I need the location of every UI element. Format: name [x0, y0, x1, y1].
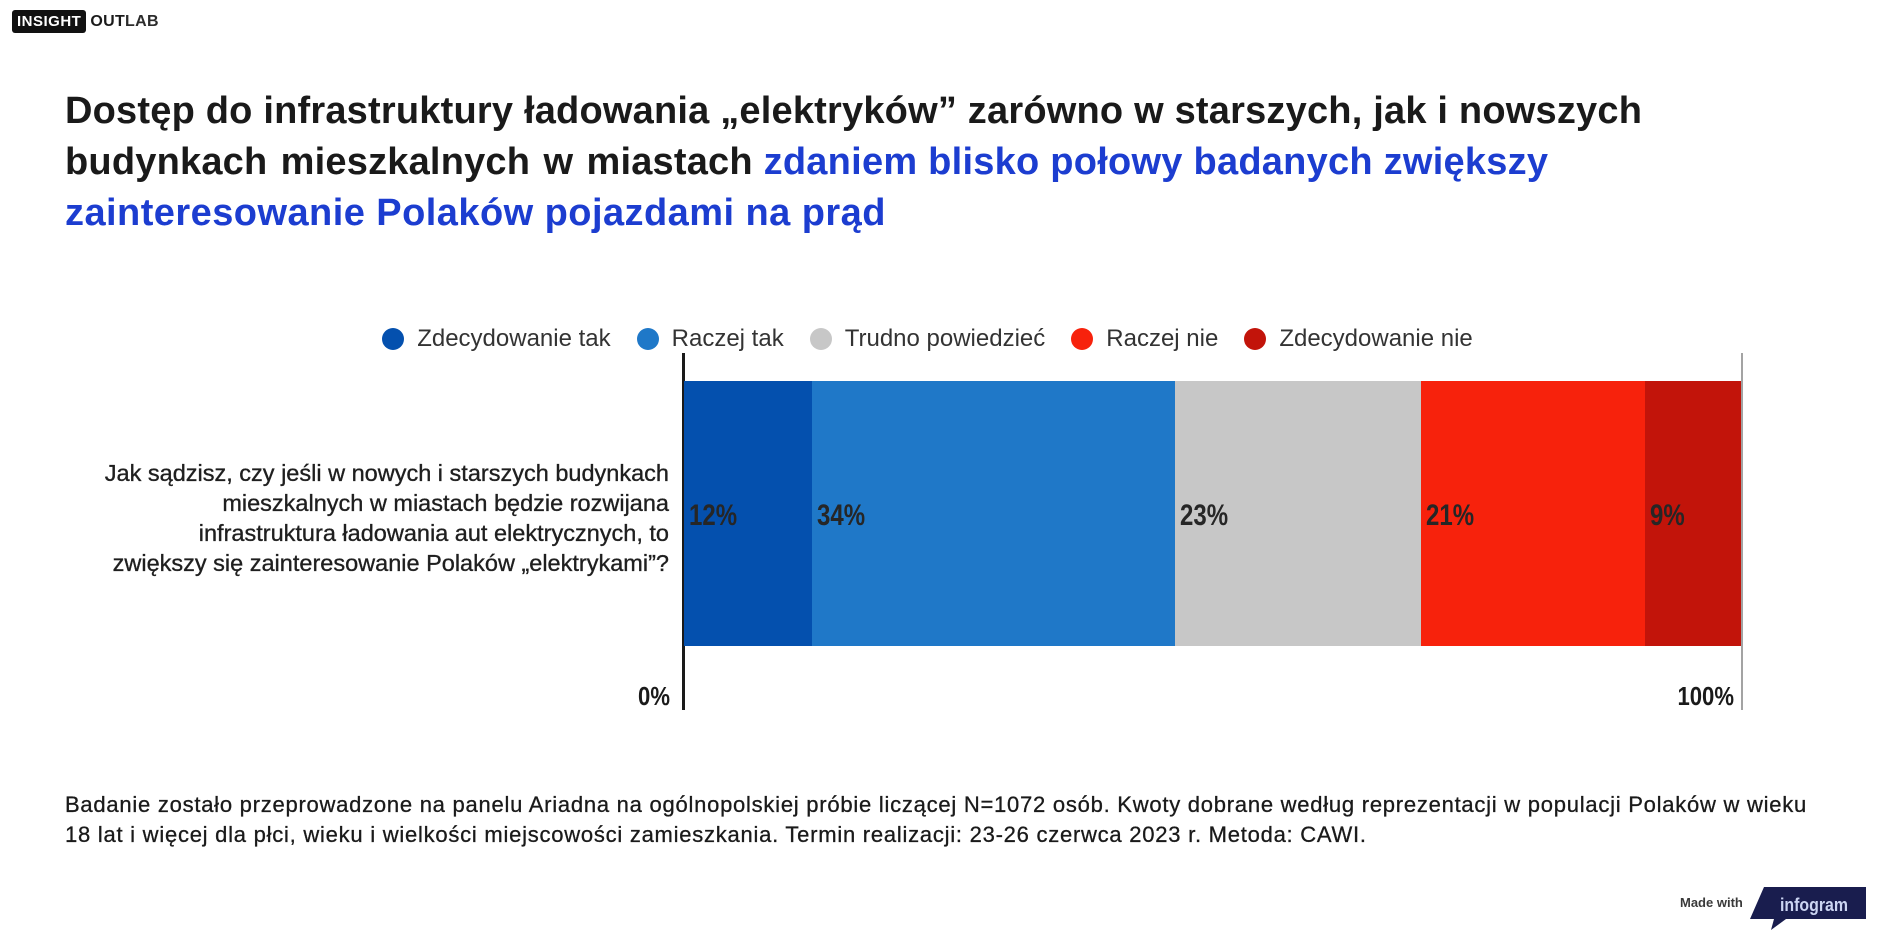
- svg-text:infogram: infogram: [1780, 895, 1848, 915]
